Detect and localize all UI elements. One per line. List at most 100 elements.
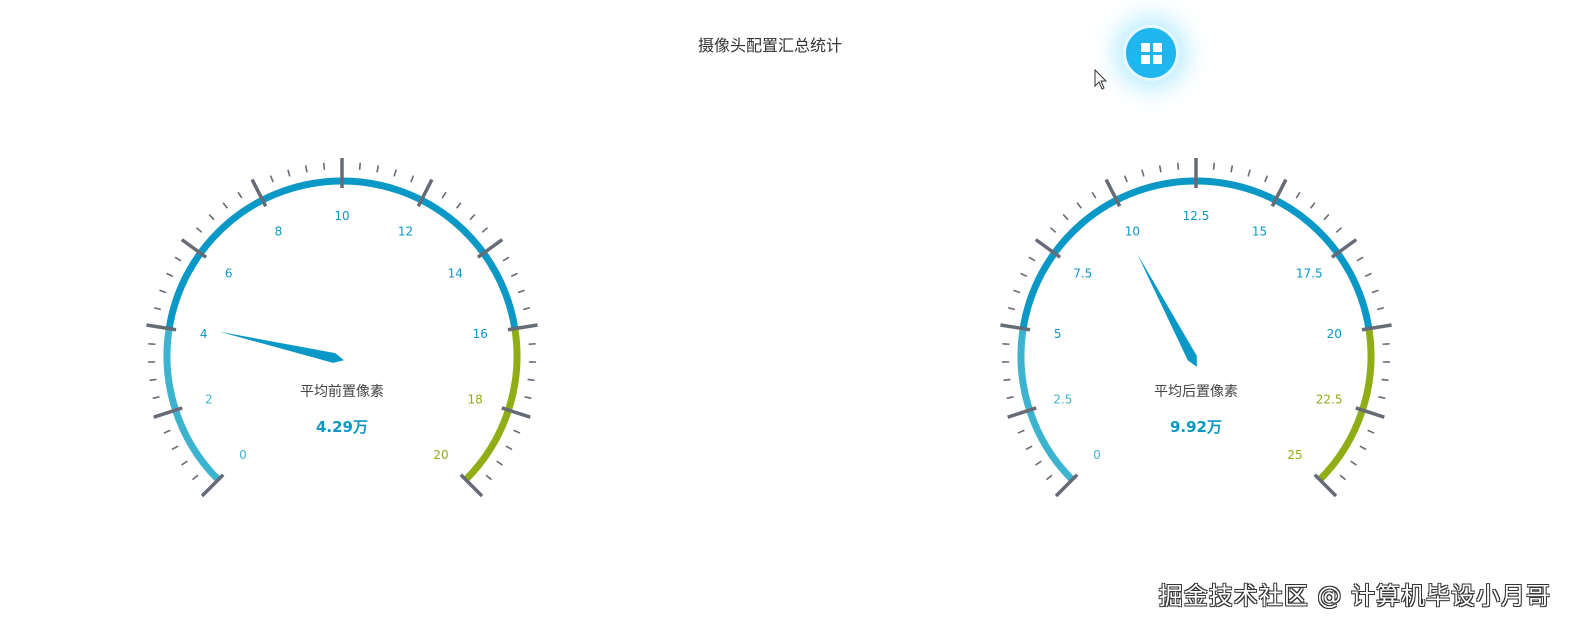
minor-tick (166, 272, 174, 278)
minor-tick (222, 202, 229, 209)
minor-tick (510, 272, 518, 278)
axis-label: 15 (1252, 224, 1267, 238)
minor-tick (1367, 429, 1375, 434)
axis-label: 8 (275, 224, 283, 238)
minor-tick (269, 175, 274, 183)
minor-tick (1007, 306, 1016, 311)
major-tick (476, 238, 504, 259)
axis-label: 2.5 (1053, 392, 1072, 406)
axis-label: 10 (1125, 224, 1140, 238)
major-tick (1007, 406, 1037, 419)
minor-tick (195, 227, 203, 233)
minor-tick (1006, 396, 1014, 400)
major-tick (1000, 323, 1031, 332)
minor-tick (469, 214, 476, 221)
major-tick (507, 323, 538, 332)
axis-label: 7.5 (1073, 267, 1092, 281)
minor-tick (152, 396, 160, 400)
minor-tick (481, 227, 489, 233)
minor-tick (1230, 165, 1234, 173)
minor-tick (192, 474, 199, 481)
gauge-value: 4.29万 (316, 418, 368, 436)
axis-label: 0 (1093, 448, 1101, 462)
minor-tick (1212, 162, 1216, 170)
minor-tick (1247, 169, 1251, 177)
minor-tick (1356, 256, 1364, 262)
minor-tick (1350, 460, 1357, 466)
axis-label: 0 (239, 448, 247, 462)
minor-tick (1335, 227, 1343, 233)
minor-tick (153, 306, 162, 311)
axis-label: 25 (1287, 448, 1302, 462)
minor-tick (410, 175, 415, 183)
minor-tick (287, 169, 291, 177)
minor-tick (322, 162, 326, 170)
minor-tick (1264, 175, 1269, 183)
major-tick (416, 178, 434, 208)
minor-tick (1076, 202, 1083, 209)
minor-tick (1309, 202, 1316, 209)
minor-tick (1049, 227, 1057, 233)
minor-tick (513, 429, 521, 434)
axis-label: 5 (1054, 327, 1062, 341)
minor-tick (1176, 162, 1180, 170)
minor-tick (485, 474, 492, 481)
minor-tick (496, 460, 503, 466)
minor-tick (1035, 460, 1042, 466)
minor-tick (1359, 445, 1367, 451)
minor-tick (1017, 429, 1025, 434)
minor-tick (181, 460, 188, 466)
major-tick (250, 178, 268, 208)
gauge-title: 平均后置像素 (1154, 384, 1238, 400)
minor-tick (1376, 306, 1385, 311)
axis-label: 14 (448, 267, 463, 281)
axis-label: 10 (334, 209, 349, 223)
minor-tick (1013, 289, 1021, 294)
major-tick (1313, 473, 1338, 498)
minor-tick (237, 191, 243, 199)
major-tick (1330, 238, 1358, 259)
minor-tick (174, 256, 182, 262)
minor-tick (527, 378, 535, 382)
major-tick (1270, 178, 1288, 208)
minor-tick (1378, 396, 1386, 400)
axis-label: 22.5 (1316, 392, 1343, 406)
axis-label: 6 (225, 267, 233, 281)
minor-tick (358, 162, 362, 170)
page-title: 摄像头配置汇总统计 (697, 36, 842, 55)
minor-tick (171, 445, 179, 451)
major-tick (1355, 406, 1385, 419)
minor-tick (1381, 378, 1389, 382)
menu-button[interactable] (1123, 25, 1179, 81)
gauge-value: 9.92万 (1170, 418, 1222, 436)
minor-tick (1371, 289, 1379, 294)
major-tick (1034, 238, 1062, 259)
major-tick (153, 406, 183, 419)
axis-label: 17.5 (1296, 267, 1323, 281)
major-tick (1361, 323, 1392, 332)
minor-tick (304, 165, 308, 173)
minor-tick (1062, 214, 1069, 221)
minor-tick (1025, 445, 1033, 451)
minor-tick (517, 289, 525, 294)
axis-label: 2 (205, 392, 213, 406)
axis-label: 16 (473, 327, 488, 341)
minor-tick (376, 165, 380, 173)
gauge-pointer (219, 331, 344, 363)
minor-tick (522, 306, 531, 311)
minor-tick (455, 202, 462, 209)
minor-tick (505, 445, 513, 451)
minor-tick (1020, 272, 1028, 278)
minor-tick (1295, 191, 1301, 199)
minor-tick (524, 396, 532, 400)
major-tick (501, 406, 531, 419)
grid-icon (1140, 42, 1162, 64)
gauge-pointer (1137, 253, 1197, 367)
minor-tick (208, 214, 215, 221)
minor-tick (163, 429, 171, 434)
minor-tick (1141, 169, 1145, 177)
axis-label: 4 (200, 327, 208, 341)
major-tick (200, 473, 225, 498)
minor-tick (1123, 175, 1128, 183)
mouse-cursor-icon (1094, 69, 1108, 90)
